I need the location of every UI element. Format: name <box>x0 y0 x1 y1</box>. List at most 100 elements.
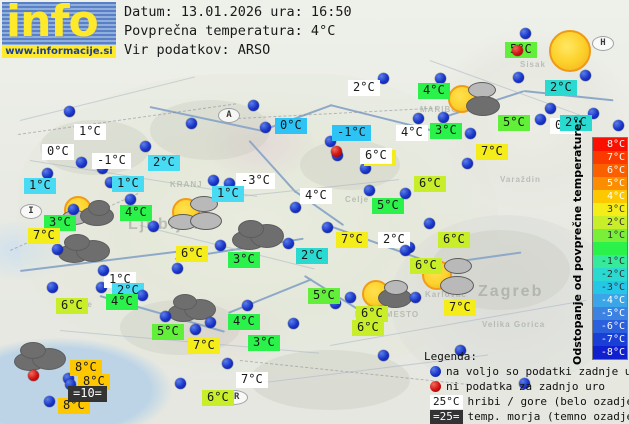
weather-symbol-sun-cloud <box>168 194 230 240</box>
station-dot[interactable] <box>140 141 151 152</box>
weather-symbol-cloud <box>58 234 114 266</box>
station-dot[interactable] <box>65 379 76 390</box>
station-temperature-label: 6°C <box>414 176 446 192</box>
station-dot[interactable] <box>613 120 624 131</box>
station-dot[interactable] <box>68 204 79 215</box>
station-dot[interactable] <box>364 185 375 196</box>
weather-symbol-sun-cloud <box>362 276 422 318</box>
weather-symbol-cloud <box>14 342 70 374</box>
station-dot[interactable] <box>242 300 253 311</box>
color-scale-cell: 2°C <box>593 216 627 229</box>
station-dot[interactable] <box>76 157 87 168</box>
color-scale-cell: -6°C <box>593 320 627 333</box>
station-dot[interactable] <box>98 265 109 276</box>
color-scale-cell: 6°C <box>593 164 627 177</box>
legend: Legenda: na voljo so podatki zadnje ure n… <box>424 350 629 424</box>
station-dot[interactable] <box>325 136 336 147</box>
station-dot[interactable] <box>215 240 226 251</box>
color-scale-cell <box>593 242 627 255</box>
station-dot[interactable] <box>248 100 259 111</box>
station-dot[interactable] <box>222 358 233 369</box>
station-dot[interactable] <box>378 350 389 361</box>
station-dot[interactable] <box>535 114 546 125</box>
station-temperature-label: 5°C <box>152 324 184 340</box>
station-temperature-label: 6°C <box>360 148 392 164</box>
station-dot[interactable] <box>424 218 435 229</box>
station-dot[interactable] <box>63 373 74 384</box>
station-dot[interactable] <box>580 70 591 81</box>
station-dot[interactable] <box>462 158 473 169</box>
station-dot[interactable] <box>105 177 116 188</box>
station-dot[interactable] <box>172 263 183 274</box>
station-dot-no-data[interactable] <box>512 45 523 56</box>
color-scale-label: Odstopanje od povprečne temperature: <box>571 119 584 365</box>
station-dot[interactable] <box>519 378 530 389</box>
station-dot[interactable] <box>64 106 75 117</box>
station-dot[interactable] <box>455 345 466 356</box>
station-dot[interactable] <box>413 113 424 124</box>
station-dot[interactable] <box>224 178 235 189</box>
station-dot[interactable] <box>47 282 58 293</box>
station-dot[interactable] <box>360 163 371 174</box>
station-temperature-label: 3°C <box>44 215 76 231</box>
station-dot[interactable] <box>378 73 389 84</box>
station-dot[interactable] <box>290 202 301 213</box>
station-temperature-label: 7°C <box>444 300 476 316</box>
station-dot[interactable] <box>52 244 63 255</box>
station-temperature-label: 4°C <box>106 294 138 310</box>
station-temperature-label: 7°C <box>336 232 368 248</box>
station-temperature-label: 2°C <box>148 155 180 171</box>
station-dot[interactable] <box>513 72 524 83</box>
site-logo[interactable]: info www.informacije.si <box>2 2 116 58</box>
color-scale-cell: 3°C <box>593 203 627 216</box>
station-dot[interactable] <box>260 122 271 133</box>
station-temperature-label: 4°C <box>396 125 428 141</box>
station-temperature-label: 7°C <box>28 228 60 244</box>
station-dot[interactable] <box>160 311 171 322</box>
station-temperature-label: 0°C <box>275 118 307 134</box>
station-temperature-label: 6°C <box>352 320 384 336</box>
station-dot[interactable] <box>42 168 53 179</box>
station-dot[interactable] <box>148 221 159 232</box>
station-dot[interactable] <box>186 118 197 129</box>
station-temperature-label: 4°C <box>300 188 332 204</box>
station-dot[interactable] <box>400 188 411 199</box>
station-dot[interactable] <box>190 324 201 335</box>
color-scale-cell: -2°C <box>593 268 627 281</box>
station-dot[interactable] <box>410 292 421 303</box>
station-dot[interactable] <box>288 318 299 329</box>
cloud-icon <box>384 280 408 295</box>
station-dot[interactable] <box>435 73 446 84</box>
station-dot[interactable] <box>283 238 294 249</box>
station-dot[interactable] <box>588 108 599 119</box>
cloud-icon <box>64 234 90 251</box>
station-dot[interactable] <box>400 245 411 256</box>
station-dot-no-data[interactable] <box>331 146 342 157</box>
station-dot[interactable] <box>438 112 449 123</box>
station-dot[interactable] <box>465 128 476 139</box>
header-source-line: Vir podatkov: ARSO <box>124 42 271 58</box>
station-dot[interactable] <box>137 290 148 301</box>
station-dot[interactable] <box>205 317 216 328</box>
station-dot[interactable] <box>520 28 531 39</box>
station-dot[interactable] <box>44 396 55 407</box>
legend-row: na voljo so podatki zadnje ure <box>430 364 629 379</box>
color-scale-cell: 1°C <box>593 229 627 242</box>
station-dot[interactable] <box>322 222 333 233</box>
color-scale-cell: -5°C <box>593 307 627 320</box>
color-scale-cell: 4°C <box>593 190 627 203</box>
country-code-a: A <box>218 108 240 123</box>
station-temperature-label: 1°C <box>212 186 244 202</box>
station-dot[interactable] <box>125 194 136 205</box>
cloud-icon <box>88 200 110 216</box>
station-dot[interactable] <box>545 103 556 114</box>
station-temperature-label: -3°C <box>236 173 275 189</box>
station-dot[interactable] <box>208 175 219 186</box>
station-dot-no-data[interactable] <box>28 370 39 381</box>
station-dot[interactable] <box>345 292 356 303</box>
station-dot[interactable] <box>175 378 186 389</box>
station-dot[interactable] <box>96 282 107 293</box>
legend-data-dot-icon <box>430 366 441 377</box>
weather-symbol-sun-cloud <box>448 82 508 122</box>
station-temperature-label: 7°C <box>476 144 508 160</box>
